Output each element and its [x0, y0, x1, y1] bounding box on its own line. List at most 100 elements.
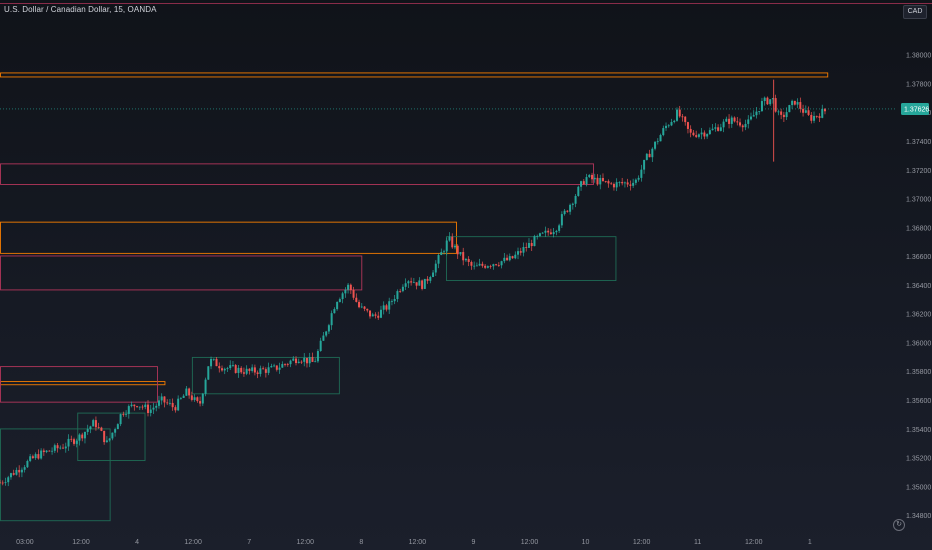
- candle-body: [179, 397, 182, 399]
- candle-body: [752, 115, 755, 117]
- x-tick-label: 12:00: [296, 539, 314, 546]
- candle-body: [739, 122, 742, 126]
- candle-body: [322, 335, 325, 341]
- candle-body: [15, 469, 18, 475]
- candle-body: [423, 278, 426, 289]
- candle-body: [37, 454, 40, 459]
- candle-body: [404, 283, 407, 287]
- candle-body: [92, 420, 95, 427]
- candle-body: [56, 445, 59, 449]
- candle-body: [514, 254, 517, 259]
- candle-body: [253, 367, 256, 373]
- candle-body: [114, 429, 117, 433]
- candle-body: [259, 368, 262, 374]
- candle-body: [662, 128, 665, 136]
- candle-body: [286, 364, 289, 365]
- y-tick-label: 1.35000: [906, 484, 931, 491]
- candle-body: [640, 169, 643, 178]
- candle-body: [651, 148, 654, 158]
- candle-body: [517, 251, 520, 255]
- candle-body: [53, 445, 56, 451]
- currency-button[interactable]: CAD: [903, 5, 927, 19]
- candle-body: [347, 284, 350, 290]
- candle-body: [541, 232, 544, 234]
- candle-body: [157, 400, 160, 406]
- last-price-label: 1.37626: [904, 106, 929, 113]
- candle-body: [700, 132, 703, 135]
- candle-body: [1, 482, 4, 484]
- candle-body: [234, 365, 237, 373]
- candle-body: [242, 372, 245, 374]
- candle-body: [363, 306, 366, 309]
- candle-body: [588, 174, 591, 178]
- candle-body: [697, 134, 700, 137]
- candle-body: [497, 265, 500, 266]
- replay-icon[interactable]: ↻: [893, 519, 905, 531]
- candle-body: [577, 186, 580, 196]
- candle-body: [174, 407, 177, 411]
- candle-body: [338, 299, 341, 302]
- x-tick-label: 12:00: [745, 539, 763, 546]
- candle-body: [51, 450, 54, 452]
- candle-body: [393, 299, 396, 302]
- candle-body: [536, 236, 539, 237]
- candle-body: [758, 111, 761, 112]
- candle-body: [552, 232, 555, 235]
- candle-body: [374, 314, 377, 316]
- candle-body: [506, 257, 509, 261]
- candle-body: [248, 368, 251, 371]
- candle-body: [823, 108, 826, 112]
- candle-body: [278, 367, 281, 370]
- candle-body: [771, 98, 774, 100]
- supply-zone: [0, 72, 829, 78]
- candle-body: [152, 407, 155, 410]
- candle-body: [717, 127, 720, 131]
- candle-body: [815, 115, 818, 117]
- candle-body: [744, 123, 747, 128]
- candle-body: [12, 473, 15, 475]
- candle-body: [623, 182, 626, 184]
- candle-body: [62, 447, 65, 449]
- candle-body: [105, 440, 108, 443]
- candle-body: [399, 291, 402, 292]
- candle-body: [443, 251, 446, 253]
- candle-body: [714, 127, 717, 129]
- last-price-badge: [901, 102, 929, 115]
- y-tick-label: 1.37800: [906, 81, 931, 88]
- candle-body: [292, 358, 295, 361]
- candle-body: [667, 125, 670, 127]
- candle-body: [747, 119, 750, 124]
- candle-body: [262, 368, 265, 370]
- candle-body: [804, 110, 807, 113]
- candle-body: [116, 424, 119, 430]
- candle-body: [29, 456, 32, 461]
- candle-body: [18, 469, 21, 473]
- candle-body: [300, 361, 303, 363]
- candle-body: [199, 401, 202, 404]
- candle-body: [319, 340, 322, 352]
- candle-body: [78, 434, 81, 441]
- candle-body: [500, 261, 503, 266]
- y-tick-label: 1.36200: [906, 312, 931, 319]
- candle-body: [237, 367, 240, 373]
- candle-body: [201, 393, 204, 404]
- candle-body: [582, 181, 585, 185]
- candle-body: [637, 177, 640, 180]
- candle-body: [821, 108, 824, 118]
- candle-body: [654, 141, 657, 149]
- candle-body: [673, 120, 676, 123]
- candle-body: [453, 245, 456, 248]
- x-tick-label: 12:00: [184, 539, 202, 546]
- candle-body: [371, 314, 374, 317]
- candle-body: [330, 313, 333, 326]
- candle-body: [719, 127, 722, 131]
- candle-body: [196, 397, 199, 402]
- candle-body: [401, 286, 404, 292]
- candle-body: [166, 402, 169, 404]
- candle-body: [615, 182, 618, 188]
- x-tick-label: 1: [808, 539, 812, 546]
- candle-body: [305, 357, 308, 364]
- candle-body: [569, 204, 572, 212]
